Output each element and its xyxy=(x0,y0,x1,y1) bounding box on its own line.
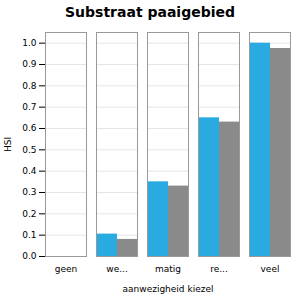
svg-text:0.4: 0.4 xyxy=(22,166,37,176)
svg-text:0.9: 0.9 xyxy=(22,59,37,69)
svg-text:1.0: 1.0 xyxy=(22,38,37,48)
svg-text:0.5: 0.5 xyxy=(22,145,36,155)
svg-text:0.1: 0.1 xyxy=(22,230,36,240)
svg-text:0.0: 0.0 xyxy=(22,251,37,261)
svg-text:0.3: 0.3 xyxy=(22,187,36,197)
svg-text:geen: geen xyxy=(55,264,78,274)
svg-text:0.7: 0.7 xyxy=(22,102,36,112)
svg-text:aanwezigheid kiezel: aanwezigheid kiezel xyxy=(123,284,214,294)
svg-text:re...: re... xyxy=(210,264,228,274)
svg-text:HSI: HSI xyxy=(3,137,13,152)
svg-text:matig: matig xyxy=(155,264,181,274)
svg-text:0.6: 0.6 xyxy=(22,123,37,133)
svg-text:veel: veel xyxy=(261,264,280,274)
svg-text:we...: we... xyxy=(106,264,127,274)
svg-text:0.8: 0.8 xyxy=(22,81,37,91)
html-text:Substraat paaigebied: Substraat paaigebied xyxy=(65,4,235,20)
svg-text:0.2: 0.2 xyxy=(22,209,36,219)
